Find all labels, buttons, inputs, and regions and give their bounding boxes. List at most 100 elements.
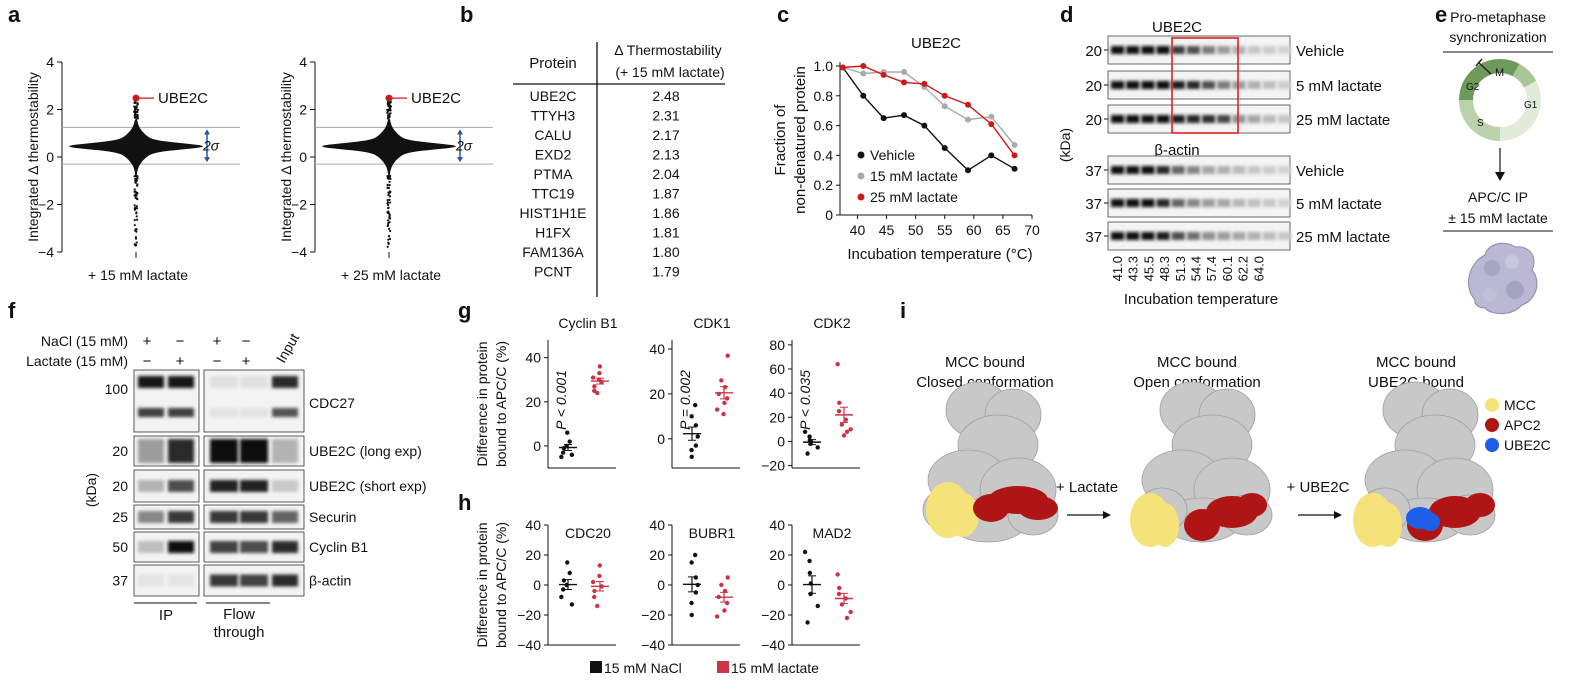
d-band bbox=[1262, 199, 1276, 207]
subplot-point bbox=[597, 573, 602, 579]
d-band bbox=[1186, 166, 1200, 174]
subplot-ytick-label: 40 bbox=[649, 517, 665, 533]
a-xlabel: + 15 mM lactate bbox=[88, 267, 188, 283]
c-point bbox=[860, 92, 867, 99]
subplot-ytick-label: 40 bbox=[649, 341, 665, 357]
a-point bbox=[135, 215, 138, 218]
subplot-point bbox=[836, 591, 842, 597]
d-band bbox=[1186, 232, 1200, 240]
c-point bbox=[988, 121, 995, 128]
subplot-point bbox=[719, 582, 724, 588]
table-cell-value: 1.86 bbox=[652, 205, 679, 221]
subplot-ytick-label: −40 bbox=[517, 637, 541, 653]
f-band bbox=[240, 408, 268, 417]
subplot-pvalue: P < 0.035 bbox=[797, 370, 813, 430]
f-band bbox=[240, 480, 268, 492]
d-band bbox=[1217, 46, 1231, 54]
a-point bbox=[136, 114, 139, 117]
c-title: UBE2C bbox=[911, 35, 961, 52]
a-point bbox=[386, 245, 389, 248]
d-band bbox=[1202, 199, 1216, 207]
a-point bbox=[135, 228, 138, 231]
legend-lactate-label: 15 mM lactate bbox=[731, 660, 819, 676]
c-xtick-label: 45 bbox=[879, 222, 895, 238]
f-band bbox=[168, 541, 194, 553]
c-legend-label: 15 mM lactate bbox=[870, 168, 958, 184]
subplot-point bbox=[559, 454, 564, 460]
c-legend-label: Vehicle bbox=[870, 147, 915, 163]
subplot-ytick-label: 0 bbox=[777, 433, 785, 449]
table-cell-value: 2.31 bbox=[652, 108, 679, 124]
d-band bbox=[1126, 81, 1140, 89]
panel-g-ylabel-1: Difference in protein bbox=[474, 341, 490, 466]
d-band bbox=[1202, 81, 1216, 89]
d-band bbox=[1202, 166, 1216, 174]
d-band bbox=[1111, 46, 1125, 54]
table-cell-value: 1.87 bbox=[652, 186, 679, 202]
f-input-label: Input bbox=[273, 330, 302, 365]
i-legend-swatch bbox=[1485, 418, 1499, 432]
a-point bbox=[133, 190, 136, 193]
d-band bbox=[1141, 166, 1155, 174]
panel-i-schematic: MCC bound Closed conformation MCC bound … bbox=[916, 354, 1551, 547]
panel-g-scatter: Difference in protein bound to APC/C (%) C… bbox=[474, 315, 860, 474]
subplot-point bbox=[569, 452, 575, 457]
panel-label-a: a bbox=[8, 2, 21, 27]
d-band bbox=[1247, 199, 1261, 207]
a-point bbox=[136, 110, 139, 113]
a-point bbox=[386, 224, 389, 228]
panel-label-b: b bbox=[460, 2, 473, 27]
a-plot-15mm: 4 2 0 −2 −4 Integrated Δ thermostability + 15 … bbox=[25, 54, 240, 283]
i-state2-apc2 bbox=[1184, 493, 1267, 541]
c-xlabel: Incubation temperature (°C) bbox=[847, 246, 1032, 263]
i-state1-mcc bbox=[926, 482, 979, 538]
subplot-point bbox=[802, 549, 808, 555]
gh-legend: 15 mM NaCl 15 mM lactate bbox=[590, 660, 819, 676]
f-band bbox=[138, 376, 164, 388]
table-cell-value: 1.81 bbox=[652, 225, 679, 241]
table-cell-protein: CALU bbox=[534, 127, 571, 143]
c-point bbox=[860, 70, 867, 77]
d-temp-label: 57.4 bbox=[1204, 256, 1219, 281]
subplot-point bbox=[597, 563, 603, 568]
a-point bbox=[388, 106, 392, 110]
a-ylabel: Integrated Δ thermostability bbox=[278, 72, 294, 242]
a-point bbox=[134, 194, 137, 198]
d-band bbox=[1126, 115, 1140, 123]
f-kda-label: (kDa) bbox=[83, 473, 99, 507]
subplot-ytick-label: 40 bbox=[769, 385, 785, 401]
a-point bbox=[386, 202, 389, 205]
table-cell-protein: UBE2C bbox=[530, 88, 577, 104]
c-ytick-label: 0.4 bbox=[814, 147, 834, 163]
table-cell-value: 1.80 bbox=[652, 244, 679, 260]
d-band bbox=[1111, 115, 1125, 123]
blob-part bbox=[1018, 496, 1058, 520]
a-point bbox=[387, 219, 390, 222]
f-band bbox=[168, 480, 194, 492]
subplot-ytick-label: 40 bbox=[769, 517, 785, 533]
c-point bbox=[880, 115, 887, 122]
f-band bbox=[272, 574, 298, 587]
table-cell-protein: TTC19 bbox=[532, 186, 575, 202]
d-band bbox=[1141, 199, 1155, 207]
d-band bbox=[1171, 46, 1185, 54]
table-rows: UBE2C 2.48 TTYH3 2.31 CALU 2.17 EXD2 2.13 PTMA 2.… bbox=[520, 88, 680, 280]
legend-nacl-swatch bbox=[590, 661, 602, 673]
subplot-point bbox=[565, 430, 570, 435]
a-point bbox=[135, 230, 138, 233]
d-condition-label: Vehicle bbox=[1296, 163, 1344, 180]
f-band bbox=[138, 511, 164, 523]
f-band bbox=[168, 376, 194, 388]
subplot-point bbox=[590, 375, 596, 380]
subplot-point bbox=[597, 370, 602, 376]
f-mw-label: 20 bbox=[112, 443, 128, 459]
subplot-ytick-label: −40 bbox=[641, 637, 665, 653]
c-xtick-label: 70 bbox=[1024, 222, 1040, 238]
d-band bbox=[1186, 81, 1200, 89]
d-band bbox=[1277, 166, 1291, 174]
phase-s: S bbox=[1477, 118, 1484, 129]
subplot-point bbox=[590, 579, 596, 585]
panel-label-e: e bbox=[1435, 2, 1447, 27]
f-band bbox=[138, 541, 164, 553]
a-ytick-label: 2 bbox=[299, 102, 307, 118]
